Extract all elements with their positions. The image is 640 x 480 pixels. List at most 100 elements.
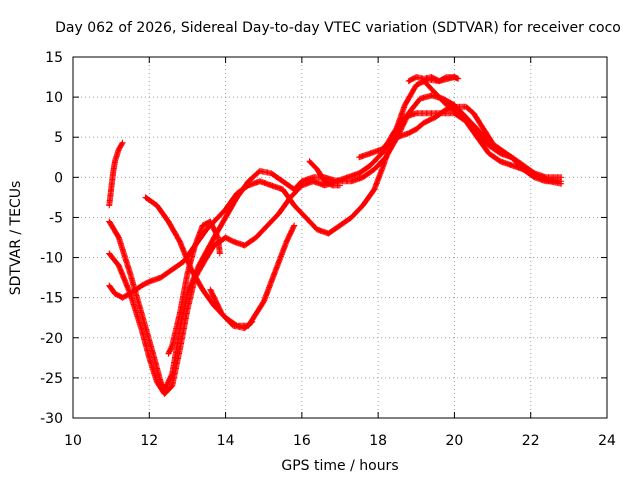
data-point (480, 124, 482, 126)
data-point (129, 293, 131, 295)
data-point (247, 184, 250, 186)
data-point (217, 216, 219, 219)
data-point (476, 136, 478, 138)
data-point (430, 88, 433, 90)
x-tick-label: 24 (598, 433, 616, 449)
data-point (202, 289, 204, 291)
data-point (255, 236, 257, 239)
data-point (183, 260, 185, 263)
x-tick-label: 20 (446, 433, 464, 449)
data-point (316, 228, 318, 231)
data-point (350, 180, 353, 182)
data-point (259, 170, 261, 172)
data-point (259, 180, 261, 182)
series-trace-6 (165, 218, 223, 357)
data-point (171, 385, 173, 387)
data-point (179, 349, 181, 351)
data-point (438, 96, 440, 98)
data-point (373, 188, 375, 190)
data-point (465, 116, 467, 118)
data-point (255, 313, 257, 315)
data-point (358, 156, 360, 158)
data-point (316, 168, 318, 170)
data-point (465, 106, 467, 108)
y-tick-label: -30 (40, 411, 63, 427)
data-point (244, 327, 246, 329)
data-point (209, 220, 211, 223)
data-point (358, 172, 360, 174)
data-point (339, 224, 341, 227)
data-point (324, 184, 326, 186)
data-point (108, 220, 110, 223)
data-point (408, 132, 410, 134)
data-point (167, 353, 169, 355)
data-point (438, 80, 440, 82)
data-point (266, 224, 269, 227)
series-trace-7 (207, 286, 256, 332)
data-point (308, 160, 311, 162)
plot-frame (72, 56, 608, 419)
data-point (167, 220, 169, 223)
data-point (381, 148, 383, 150)
data-point (434, 116, 436, 118)
data-point (331, 184, 333, 186)
data-point (194, 244, 196, 247)
data-point (415, 112, 417, 114)
data-point (247, 180, 250, 182)
data-point (335, 180, 337, 182)
data-point (427, 112, 429, 114)
data-point (163, 393, 166, 395)
y-tick-label: 10 (45, 90, 63, 106)
data-point (419, 98, 421, 100)
data-point (221, 313, 223, 315)
y-tick-label: 0 (54, 170, 63, 186)
data-point (522, 164, 524, 166)
data-point (156, 381, 158, 383)
data-point (205, 228, 208, 231)
data-point (110, 188, 112, 190)
data-point (396, 136, 398, 138)
x-tick-label: 16 (293, 433, 311, 449)
data-point (327, 232, 330, 235)
data-point (408, 80, 410, 82)
data-point (270, 184, 272, 186)
data-point (121, 297, 124, 299)
data-point (118, 264, 120, 267)
y-tick-label: -5 (49, 210, 63, 226)
data-point (301, 180, 303, 182)
data-point (339, 184, 341, 186)
data-point (369, 164, 372, 166)
data-point (171, 345, 173, 347)
data-point (446, 76, 448, 78)
data-point (545, 176, 547, 178)
data-point (388, 140, 391, 142)
data-point (472, 112, 475, 114)
data-point (533, 172, 536, 174)
data-point (423, 122, 425, 124)
data-point (108, 285, 110, 287)
data-point (160, 381, 162, 383)
series-trace-8 (306, 158, 343, 189)
data-point (114, 160, 116, 162)
data-point (186, 309, 189, 311)
data-point (224, 216, 227, 219)
data-point (171, 268, 173, 271)
x-axis-label: GPS time / hours (281, 458, 398, 474)
ticks: 10 12 14 16 18 20 22 24 -30 -25 -20 -15 -10 -5 0 5 10 15 (40, 50, 616, 449)
y-axis-label: SDTVAR / TECUs (8, 181, 24, 296)
data-point (219, 252, 221, 255)
data-point (560, 183, 562, 185)
data-point (499, 160, 501, 162)
data-point (278, 212, 280, 215)
data-point (423, 78, 425, 80)
data-point (545, 180, 547, 182)
data-point (112, 172, 114, 174)
data-point (270, 281, 272, 283)
data-point (404, 116, 406, 118)
series-trace-3 (106, 110, 565, 397)
data-point (217, 236, 219, 239)
data-point (209, 289, 211, 291)
data-point (381, 168, 383, 170)
